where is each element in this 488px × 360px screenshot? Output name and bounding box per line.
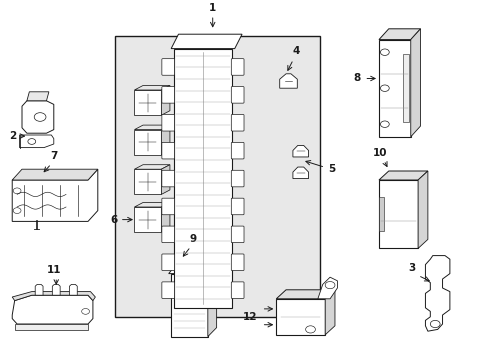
Polygon shape: [168, 257, 207, 274]
Polygon shape: [207, 265, 216, 337]
Text: 2: 2: [9, 131, 16, 141]
Polygon shape: [425, 256, 449, 331]
FancyBboxPatch shape: [162, 114, 174, 131]
Text: 3: 3: [407, 263, 415, 273]
FancyBboxPatch shape: [231, 282, 244, 298]
Polygon shape: [134, 130, 161, 155]
Polygon shape: [317, 277, 337, 299]
Polygon shape: [292, 167, 308, 179]
FancyBboxPatch shape: [231, 198, 244, 215]
Polygon shape: [161, 85, 170, 115]
Text: 10: 10: [372, 148, 386, 158]
Polygon shape: [378, 171, 427, 180]
Bar: [403, 54, 408, 122]
Polygon shape: [161, 202, 170, 232]
Polygon shape: [134, 90, 161, 115]
Bar: [378, 40, 410, 137]
Polygon shape: [134, 202, 170, 207]
FancyBboxPatch shape: [231, 59, 244, 75]
Polygon shape: [52, 284, 60, 295]
FancyBboxPatch shape: [231, 170, 244, 187]
FancyBboxPatch shape: [231, 142, 244, 159]
Text: 12: 12: [243, 312, 257, 322]
FancyBboxPatch shape: [162, 87, 174, 103]
Text: 11: 11: [46, 265, 61, 275]
Text: 9: 9: [189, 234, 196, 244]
Polygon shape: [161, 165, 170, 194]
Polygon shape: [35, 284, 43, 295]
Polygon shape: [417, 171, 427, 248]
Text: 6: 6: [110, 215, 117, 225]
Polygon shape: [12, 169, 98, 180]
Polygon shape: [161, 125, 170, 155]
Bar: [171, 274, 207, 337]
FancyBboxPatch shape: [162, 170, 174, 187]
Polygon shape: [134, 85, 170, 90]
FancyBboxPatch shape: [162, 226, 174, 243]
Polygon shape: [134, 165, 170, 169]
FancyBboxPatch shape: [231, 87, 244, 103]
Bar: [115, 36, 320, 317]
Polygon shape: [378, 29, 420, 40]
Polygon shape: [279, 74, 297, 88]
FancyBboxPatch shape: [162, 254, 174, 271]
FancyBboxPatch shape: [231, 254, 244, 271]
Polygon shape: [325, 290, 334, 335]
FancyBboxPatch shape: [231, 114, 244, 131]
Polygon shape: [292, 145, 308, 157]
Bar: [378, 180, 417, 248]
FancyBboxPatch shape: [162, 142, 174, 159]
Polygon shape: [134, 207, 161, 232]
Polygon shape: [134, 169, 161, 194]
Polygon shape: [20, 135, 54, 148]
Text: 8: 8: [352, 73, 360, 84]
Polygon shape: [12, 292, 95, 301]
Polygon shape: [134, 125, 170, 130]
Polygon shape: [410, 29, 420, 137]
Polygon shape: [22, 101, 54, 133]
FancyBboxPatch shape: [162, 282, 174, 298]
Bar: [276, 299, 325, 335]
Polygon shape: [171, 34, 242, 49]
Polygon shape: [69, 284, 77, 295]
Polygon shape: [12, 295, 93, 324]
FancyBboxPatch shape: [162, 59, 174, 75]
Text: 7: 7: [50, 151, 58, 161]
Bar: [15, 324, 88, 330]
Text: 5: 5: [328, 164, 335, 174]
Text: 4: 4: [291, 46, 299, 56]
Text: 1: 1: [209, 3, 216, 13]
FancyBboxPatch shape: [231, 226, 244, 243]
Bar: [378, 197, 383, 231]
Polygon shape: [276, 290, 334, 299]
FancyBboxPatch shape: [162, 198, 174, 215]
Bar: [173, 49, 232, 308]
Polygon shape: [27, 92, 49, 101]
Polygon shape: [12, 169, 98, 221]
